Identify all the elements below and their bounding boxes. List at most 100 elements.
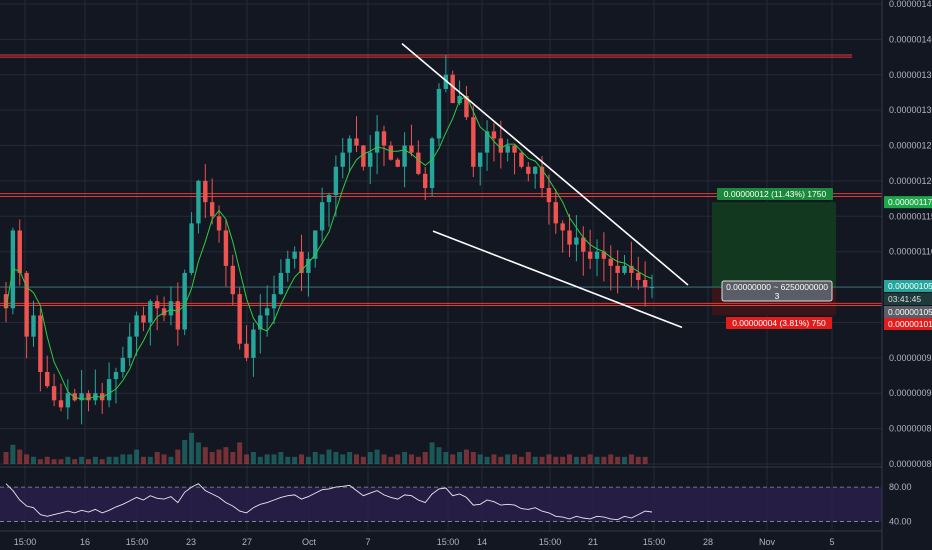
- candle-body: [285, 258, 290, 273]
- profit-label: 0.00000012 (11.43%) 1750: [724, 189, 827, 199]
- volume-bar: [422, 452, 428, 464]
- volume-bar: [367, 452, 373, 464]
- volume-bar: [518, 456, 524, 464]
- volume-bar: [99, 459, 105, 464]
- candle-body: [51, 386, 57, 401]
- candle-body: [361, 145, 366, 167]
- volume-bar: [3, 452, 9, 464]
- current-price-tag: 0.00000105: [888, 281, 932, 291]
- candle-body: [368, 152, 373, 167]
- volume-bar: [463, 449, 469, 464]
- candle-body: [601, 251, 607, 259]
- candle-body: [567, 230, 572, 245]
- volume-bar: [106, 456, 112, 464]
- candle-body: [154, 301, 160, 309]
- stop-price-tag: 0.00000101: [888, 319, 932, 329]
- volume-bar: [85, 459, 91, 464]
- volume-bar: [395, 454, 401, 464]
- volume-bar: [628, 454, 634, 464]
- volume-bar: [642, 456, 648, 464]
- candle-body: [347, 138, 352, 153]
- volume-bar: [264, 454, 270, 464]
- volume-bar: [209, 452, 215, 464]
- y-tick-label: 0.00000115: [889, 211, 932, 221]
- candle-body: [642, 280, 648, 288]
- candle-body: [532, 166, 538, 174]
- volume-bar: [608, 454, 614, 464]
- candle-body: [134, 315, 139, 337]
- volume-bar: [622, 456, 628, 464]
- candle-body: [141, 315, 146, 323]
- countdown-tag-box[interactable]: [884, 293, 932, 305]
- candles: [3, 55, 655, 425]
- loss-label-box[interactable]: [726, 317, 832, 329]
- rsi-pane: [0, 466, 882, 522]
- volume-bar: [305, 456, 311, 464]
- candle-body: [251, 329, 256, 358]
- target-price-tag-box[interactable]: [884, 196, 932, 209]
- volume-bar: [594, 456, 600, 464]
- volume-bar: [299, 454, 305, 464]
- price-axis[interactable]: 0.00000145 0.00000140 0.00000135 0.00000130…: [881, 0, 932, 550]
- candle-body: [93, 393, 98, 401]
- candle-body: [17, 230, 22, 273]
- volume-bar: [140, 456, 146, 464]
- sma-line: [5, 95, 653, 400]
- x-tick-label: 7: [365, 537, 370, 547]
- candle-body: [423, 173, 428, 188]
- current-price-tag-box[interactable]: [884, 280, 932, 292]
- candle-body: [230, 265, 235, 295]
- candle-body: [629, 265, 634, 273]
- candle-body: [553, 202, 558, 224]
- candle-body: [264, 308, 270, 316]
- candle-body: [45, 372, 50, 387]
- candle-body: [340, 152, 345, 167]
- volume-bar: [580, 456, 586, 464]
- volume-bar: [72, 459, 78, 464]
- stop-price-tag-box[interactable]: [884, 318, 932, 330]
- candle-body: [100, 393, 105, 401]
- candle-body: [464, 96, 469, 118]
- candle-body: [313, 230, 318, 259]
- center-label-box[interactable]: [721, 280, 833, 302]
- volume-bar: [353, 454, 359, 464]
- y-tick-label: 0.00000110: [889, 247, 932, 257]
- y-tick-label: 0.00000135: [889, 70, 932, 80]
- candle-body: [161, 308, 167, 316]
- volume-bar: [388, 456, 394, 464]
- position-labels[interactable]: 0.00000012 (11.43%) 1750 0.00000000 ~ 625…: [717, 188, 833, 329]
- candle-body: [292, 251, 297, 259]
- volume-bar: [250, 452, 256, 464]
- candle-body: [31, 315, 36, 337]
- volume-bar: [17, 449, 23, 464]
- candle-body: [484, 131, 490, 153]
- volume-bar: [113, 456, 119, 464]
- profit-label-box[interactable]: [717, 188, 833, 200]
- y-tick-label: 0.00000080: [889, 459, 932, 469]
- candle-body: [216, 216, 222, 231]
- time-axis[interactable]: 15:00 16 15:00 23 27 Oct 7 15:00 14 15:00 21 15:00 2…: [0, 530, 882, 547]
- rsi-band: [0, 487, 882, 522]
- center-label-sub: 3: [775, 291, 780, 301]
- entry-price-tag-box[interactable]: [884, 306, 932, 318]
- volume-bar: [44, 456, 50, 464]
- volume-bar: [415, 456, 421, 464]
- y-tick-label: 0.00000140: [889, 34, 932, 44]
- wedge-lower-line[interactable]: [432, 230, 683, 329]
- candle-body: [491, 131, 497, 139]
- wedge-upper-line[interactable]: [401, 43, 689, 286]
- candle-body: [443, 74, 449, 89]
- volume-bar: [79, 456, 85, 464]
- volume-bar: [567, 454, 573, 464]
- candle-body: [395, 159, 400, 167]
- volume-bar: [443, 452, 449, 464]
- rsi-tick-label: 40.00: [889, 516, 912, 526]
- candle-body: [388, 145, 394, 160]
- x-tick-label: 15:00: [643, 537, 666, 547]
- volume-bar: [477, 454, 483, 464]
- candle-body: [498, 138, 504, 153]
- candle-body: [649, 287, 655, 289]
- candle-body: [354, 138, 359, 146]
- falling-wedge-drawing[interactable]: [401, 43, 689, 329]
